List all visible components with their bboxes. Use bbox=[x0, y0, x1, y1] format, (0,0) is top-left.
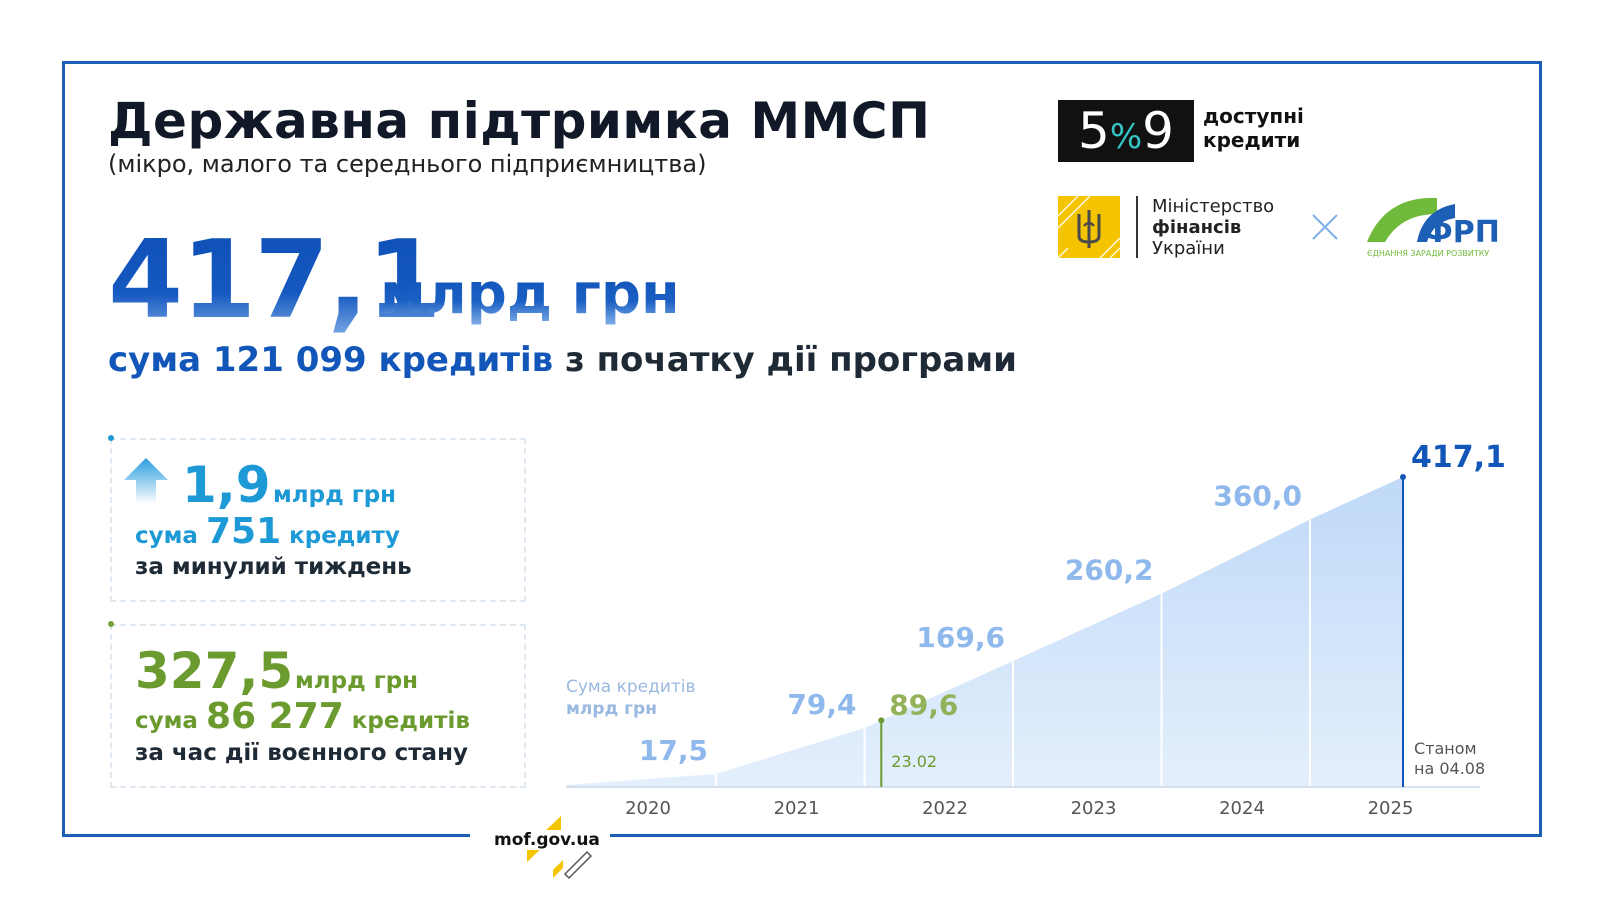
weekly-loans-prefix: сума bbox=[135, 523, 206, 549]
weekly-box-dot bbox=[108, 435, 114, 441]
logo-579-text-line1: доступні bbox=[1203, 104, 1304, 128]
page-title: Державна підтримка ММСП bbox=[108, 92, 931, 150]
page-subtitle: (мікро, малого та середнього підприємниц… bbox=[108, 150, 707, 178]
weekly-loans-suffix: кредиту bbox=[281, 523, 400, 549]
ministry-name: Міністерство фінансів України bbox=[1152, 196, 1274, 259]
total-loans-suffix: з початку дії програми bbox=[553, 340, 1017, 380]
ministry-line2: фінансів bbox=[1152, 217, 1242, 238]
total-amount-unit: млрд грн bbox=[380, 262, 680, 327]
weekly-period-label: за минулий тиждень bbox=[135, 554, 412, 580]
war-loans-suffix: кредитів bbox=[343, 708, 470, 734]
logo-579-text: доступні кредити bbox=[1203, 104, 1304, 152]
ministry-separator bbox=[1136, 196, 1138, 258]
ministry-line1: Міністерство bbox=[1152, 196, 1275, 217]
weekly-amount-unit: млрд грн bbox=[273, 482, 397, 508]
war-period-label: за час дії воєнного стану bbox=[135, 740, 468, 766]
war-box-dot bbox=[108, 621, 114, 627]
logo-579-text-line2: кредити bbox=[1203, 128, 1301, 152]
logo-579-percent: % bbox=[1109, 117, 1143, 157]
logo-579: 5%9 bbox=[1058, 100, 1194, 162]
total-amount-value: 417,1 bbox=[108, 218, 442, 343]
frp-tagline: ЄДНАННЯ ЗАРАДИ РОЗВИТКУ bbox=[1367, 249, 1489, 258]
war-loans-line: сума 86 277 кредитів bbox=[135, 696, 470, 737]
trident-icon bbox=[1057, 195, 1121, 259]
frp-logo: ФРП ЄДНАННЯ ЗАРАДИ РОЗВИТКУ bbox=[1367, 197, 1500, 258]
cross-icon bbox=[1312, 214, 1338, 240]
logo-579-digit-left: 5 bbox=[1078, 102, 1110, 160]
ministry-line3: України bbox=[1152, 238, 1225, 259]
footer-site: mof.gov.ua bbox=[490, 830, 604, 850]
war-stats-box bbox=[110, 624, 526, 788]
total-loans-prefix: сума bbox=[108, 340, 213, 380]
war-loans-count: 86 277 bbox=[205, 696, 344, 737]
weekly-amount-value: 1,9 bbox=[182, 456, 271, 514]
total-loans-line: сума 121 099 кредитів з початку дії прог… bbox=[108, 340, 1017, 380]
arrow-up-icon bbox=[124, 458, 168, 504]
total-loans-count: 121 099 bbox=[212, 340, 367, 380]
weekly-loans-count: 751 bbox=[205, 511, 282, 552]
frp-name: ФРП bbox=[1423, 215, 1500, 250]
war-loans-prefix: сума bbox=[135, 708, 206, 734]
weekly-stats-box bbox=[110, 438, 526, 602]
war-amount-value: 327,5 bbox=[135, 642, 294, 700]
war-amount-unit: млрд грн bbox=[295, 668, 419, 694]
total-loans-word: кредитів bbox=[366, 340, 554, 380]
content-frame bbox=[62, 61, 1542, 837]
weekly-loans-line: сума 751 кредиту bbox=[135, 511, 400, 552]
logo-579-digit-right: 9 bbox=[1142, 102, 1174, 160]
